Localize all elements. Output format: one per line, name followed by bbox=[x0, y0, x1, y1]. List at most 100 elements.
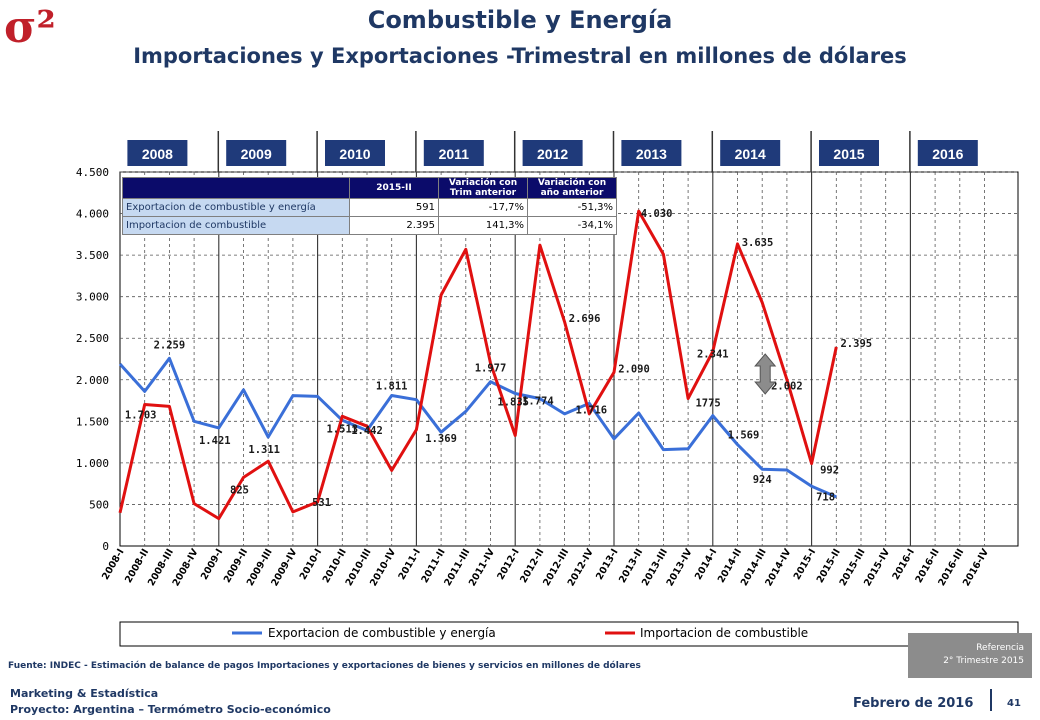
year-band-label: 2013 bbox=[636, 146, 667, 162]
export-series-line bbox=[118, 356, 837, 499]
y-tick-label: 1.000 bbox=[76, 457, 109, 470]
row-var-trim: -17,7% bbox=[438, 198, 528, 217]
page-number: 41 bbox=[1007, 698, 1021, 709]
row-var-year: -34,1% bbox=[527, 216, 617, 235]
x-tick-label: 2016-I bbox=[891, 547, 917, 582]
data-label: 1.442 bbox=[351, 425, 383, 437]
sigma-logo: σ² bbox=[4, 2, 56, 50]
reference-line1: Referencia bbox=[976, 643, 1024, 653]
data-label: 1.421 bbox=[199, 435, 231, 447]
data-label: 1.703 bbox=[125, 409, 157, 421]
year-band-label: 2011 bbox=[439, 146, 470, 162]
year-band-label: 2008 bbox=[142, 146, 173, 162]
footer-project: Proyecto: Argentina – Termómetro Socio-e… bbox=[10, 703, 331, 716]
x-tick-label: 2009-I bbox=[199, 547, 225, 582]
data-label: 1.311 bbox=[248, 444, 280, 456]
y-tick-label: 1.500 bbox=[76, 415, 109, 428]
year-band-label: 2014 bbox=[735, 146, 766, 162]
data-label: 1775 bbox=[695, 397, 720, 409]
year-band-label: 2010 bbox=[339, 146, 370, 162]
data-label: 1.835 bbox=[497, 396, 529, 408]
footer bbox=[0, 684, 1040, 720]
y-tick-label: 2.500 bbox=[76, 332, 109, 345]
x-tick-label: 2015-I bbox=[792, 547, 818, 582]
data-label: 1.569 bbox=[728, 430, 760, 442]
year-band-box bbox=[226, 140, 287, 166]
year-band-box bbox=[917, 140, 978, 166]
data-label: 992 bbox=[820, 465, 839, 477]
y-tick-label: 2.000 bbox=[76, 374, 109, 387]
data-label: 3.635 bbox=[742, 237, 774, 249]
y-tick-label: 3.000 bbox=[76, 291, 109, 304]
data-label: 531 bbox=[312, 497, 331, 509]
reference-box: Referencia 2° Trimestre 2015 bbox=[908, 633, 1032, 678]
data-label: 1.716 bbox=[575, 404, 607, 416]
data-label: 2.341 bbox=[697, 349, 729, 361]
year-band-box bbox=[325, 140, 385, 166]
x-tick-label: 2012-I bbox=[495, 547, 521, 582]
data-label: 825 bbox=[230, 484, 249, 496]
x-tick-label: 2010-I bbox=[298, 547, 324, 582]
data-label: 2.696 bbox=[569, 313, 601, 325]
year-band-box bbox=[522, 140, 583, 166]
header-var-trim-line2: Trim anterior bbox=[449, 188, 517, 198]
year-band-label: 2015 bbox=[833, 146, 864, 162]
header-var-trim-line1: Variación con bbox=[448, 178, 518, 188]
x-tick-label: 2014-I bbox=[693, 547, 719, 582]
x-tick-label: 2011-I bbox=[397, 547, 423, 582]
year-band-box bbox=[621, 140, 682, 166]
x-tick-label: 2013-I bbox=[594, 547, 620, 582]
footer-date: Febrero de 2016 bbox=[853, 696, 974, 711]
data-label: 1.369 bbox=[425, 433, 457, 445]
data-label: 2.259 bbox=[154, 339, 186, 351]
row-var-year: -51,3% bbox=[527, 198, 617, 217]
summary-table: 2015-II Variación con Trim anterior Vari… bbox=[122, 177, 617, 235]
source-note: Fuente: INDEC - Estimación de balance de… bbox=[8, 661, 641, 671]
page-title: Combustible y Energía bbox=[367, 6, 673, 34]
header-var-year: Variación con año anterior bbox=[527, 177, 617, 199]
reference-line2: 2° Trimestre 2015 bbox=[943, 656, 1024, 666]
data-label: 1.774 bbox=[522, 396, 554, 408]
year-band-label: 2016 bbox=[932, 146, 963, 162]
logo-text: σ² bbox=[4, 2, 56, 50]
header-var-trim: Variación con Trim anterior bbox=[438, 177, 528, 199]
data-label: 4.030 bbox=[641, 208, 673, 220]
y-tick-label: 4.000 bbox=[76, 208, 109, 221]
data-label: 1.977 bbox=[475, 363, 507, 375]
year-band-box bbox=[127, 140, 188, 166]
year-band-box bbox=[720, 140, 781, 166]
legend-label-export: Exportacion de combustible y energía bbox=[268, 626, 496, 640]
table-row: Exportacion de combustible y energía 591… bbox=[122, 198, 617, 217]
header-var-year-line1: Variación con bbox=[537, 178, 607, 188]
footer-separator bbox=[990, 689, 992, 711]
data-label: 2.002 bbox=[771, 381, 803, 393]
data-label: 2.395 bbox=[840, 338, 872, 350]
year-band-box bbox=[819, 140, 879, 166]
row-label: Importacion de combustible bbox=[122, 216, 350, 235]
table-row: Importacion de combustible 2.395 141,3% … bbox=[122, 216, 617, 235]
page-subtitle: Importaciones y Exportaciones -Trimestra… bbox=[133, 44, 907, 68]
header-blank-cell bbox=[122, 177, 350, 199]
data-label: 1.513 bbox=[326, 423, 358, 435]
row-value: 2.395 bbox=[349, 216, 439, 235]
footer-dept: Marketing & Estadística bbox=[10, 687, 159, 700]
y-tick-label: 4.500 bbox=[76, 166, 109, 179]
year-band-box bbox=[423, 140, 484, 166]
data-label: 924 bbox=[753, 474, 772, 486]
row-label: Exportacion de combustible y energía bbox=[122, 198, 350, 217]
import-series-line bbox=[118, 209, 838, 521]
row-value: 591 bbox=[349, 198, 439, 217]
y-tick-label: 500 bbox=[89, 498, 109, 511]
year-band-label: 2012 bbox=[537, 146, 568, 162]
data-label: 1.811 bbox=[376, 380, 408, 392]
summary-table-header: 2015-II Variación con Trim anterior Vari… bbox=[122, 177, 617, 199]
year-band-label: 2009 bbox=[241, 146, 272, 162]
variation-arrow-icon bbox=[754, 353, 777, 395]
y-tick-label: 0 bbox=[102, 540, 109, 553]
data-label: 2.090 bbox=[618, 363, 650, 375]
y-tick-label: 3.500 bbox=[76, 249, 109, 262]
legend-box bbox=[119, 621, 1019, 647]
row-var-trim: 141,3% bbox=[438, 216, 528, 235]
footer-left: Marketing & Estadística Proyecto: Argent… bbox=[10, 686, 331, 718]
